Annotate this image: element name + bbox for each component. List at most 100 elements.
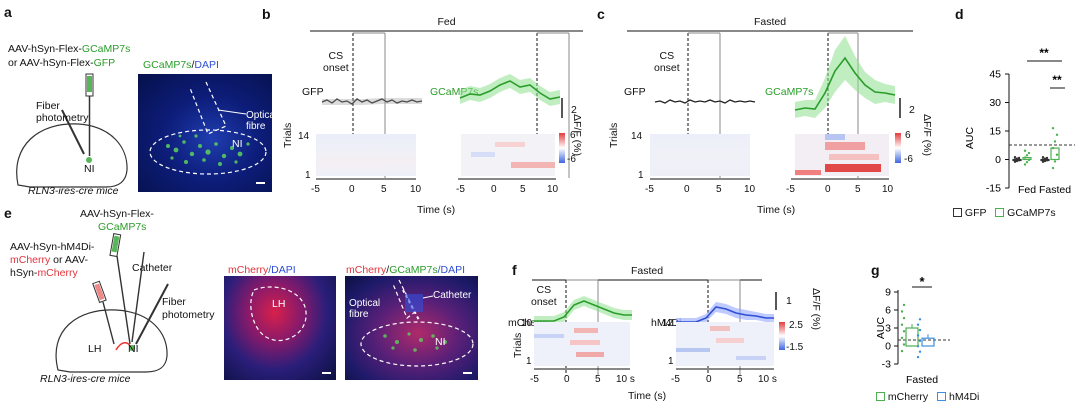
panel-c-xtick-l3: 10 — [744, 184, 756, 195]
chart-g-point-mcherry — [900, 310, 904, 313]
micro-a-title: GCaMP7s/DAPI — [143, 59, 219, 71]
panel-b-scale-bar — [561, 98, 563, 118]
panel-f-trial-bottom-right: 1 — [668, 356, 674, 367]
chart-g-point-mcherry — [902, 343, 906, 346]
panel-f-xtick-r0: -5 — [671, 374, 680, 385]
panel-label-b: b — [262, 6, 271, 22]
panel-f-xtick-r3: 10 s — [758, 374, 777, 385]
micro-e1-title: mCherry/DAPI — [228, 264, 296, 276]
panel-c-cs-onset: CS onset — [654, 50, 680, 74]
chart-g-point-hm4di — [918, 318, 922, 321]
chart-d-point-fed-gcamp7s — [1025, 160, 1029, 164]
mice-label-a: RLN3-ires-cre mice — [28, 185, 119, 197]
chart-g-point-mcherry — [900, 349, 904, 353]
panel-f-cbar-min: -1.5 — [786, 342, 804, 353]
chart-d-point-fasted-gcamp7s — [1055, 133, 1059, 136]
chart-g-point-mcherry — [902, 303, 906, 307]
chart-d-point-fasted-gfp — [1045, 156, 1049, 160]
chart-d-sig-top: ** — [1039, 46, 1049, 60]
micrograph-e1: LH — [224, 276, 336, 380]
panel-c-scale-value: 2 — [909, 104, 915, 116]
panel-label-g: g — [871, 262, 880, 278]
panel-b-xtick-r0: -5 — [456, 184, 465, 195]
brain-schematic-a — [16, 73, 128, 188]
legend-gcamp-swatch — [995, 208, 1005, 217]
panel-b-xtick-r1: 0 — [491, 184, 497, 195]
chart-d-point-fasted-gfp — [1045, 159, 1049, 162]
panel-b-gfp-label: GFP — [302, 86, 324, 98]
chart-d-point-fed-gfp — [1017, 159, 1021, 162]
legend-gfp-swatch — [953, 208, 962, 217]
chart-d-xcat-1: Fasted — [1039, 184, 1071, 196]
micro-e2-fibre-label: Optical fibre — [349, 298, 381, 320]
panel-f-xtick-l3: 10 s — [616, 374, 635, 385]
panel-f-xtick-r1: 0 — [706, 374, 712, 385]
panel-c-cbar-min: -6 — [904, 154, 913, 165]
micrograph-e2: Optical fibre Catheter NI — [345, 276, 478, 380]
chart-g-point-hm4di — [916, 355, 920, 359]
chart-d-legend: GFP GCaMP7s — [953, 207, 1056, 219]
chart-d-ytick-1: 30 — [989, 97, 1001, 109]
panel-b-cs-onset: CS onset — [323, 50, 349, 74]
chart-g-ytick-2: 3 — [885, 323, 891, 335]
panel-c-xtick-r1: 0 — [825, 184, 831, 195]
fiber-photometry-label-a: Fiber photometry — [36, 100, 89, 124]
micro-e2-ni-label: NI — [435, 336, 446, 348]
panel-c-trial-bottom: 1 — [638, 170, 644, 181]
chart-g-point-mcherry — [902, 330, 906, 333]
panel-label-f: f — [512, 262, 517, 278]
chart-d-point-fasted-gfp — [1041, 156, 1045, 159]
chart-g-ytick-1: 6 — [885, 305, 891, 317]
chart-d-point-fed-gcamp7s — [1027, 151, 1031, 155]
micro-e1-lh-label: LH — [272, 298, 286, 310]
panel-c-xtick-l2: 5 — [716, 184, 722, 195]
panel-f-xlabel: Time (s) — [628, 390, 667, 402]
panel-f-trials-label: Trials — [512, 332, 524, 358]
panel-b-xtick-l1: 0 — [349, 184, 355, 195]
panel-f-title: Fasted — [630, 265, 664, 277]
panel-label-e: e — [4, 205, 12, 221]
panel-label-d: d — [955, 6, 964, 22]
chart-g-point-hm4di — [916, 345, 920, 348]
panel-b-cbar-min: -6 — [567, 154, 576, 165]
chart-d-ytick-4: -15 — [986, 183, 1001, 195]
ni-label-a: NI — [84, 163, 95, 175]
ni-label-e: NI — [128, 343, 139, 355]
chart-g-ytick-3: 0 — [885, 341, 891, 353]
panel-b-trial-top: 14 — [298, 131, 310, 142]
panel-c-dff-unit: ΔF/F (%) — [921, 114, 933, 157]
panel-f-trial-top-left: 10 — [521, 318, 533, 329]
chart-d-sig-inner: ** — [1052, 73, 1062, 87]
micro-e2-title: mCherry/GCaMP7s/DAPI — [346, 264, 466, 276]
chart-d-point-fed-gfp — [1013, 158, 1017, 161]
panel-b-colorbar — [559, 133, 565, 163]
panel-f-xtick-l0: -5 — [530, 374, 539, 385]
panel-f-heatmap-mcherry — [534, 322, 630, 366]
chart-d-point-fed-gfp — [1015, 157, 1019, 160]
virus1-label-e: AAV-hSyn-Flex- GCaMP7s — [80, 208, 154, 233]
panel-c-xtick-l0: -5 — [645, 184, 654, 195]
panel-c-heatmap-gcamp — [795, 134, 889, 176]
chart-d-point-fed-gcamp7s — [1025, 154, 1029, 157]
panel-f-xtick-l2: 5 — [595, 374, 601, 385]
panel-b-title-line — [310, 30, 583, 32]
virus-label-line2: or AAV-hSyn-Flex-GFP — [8, 57, 116, 69]
chart-d-point-fasted-gfp — [1041, 160, 1045, 163]
panel-c-gcamp-label: GCaMP7s — [765, 86, 814, 98]
panel-c-scale-bar — [899, 98, 901, 118]
panel-c-title: Fasted — [753, 16, 787, 28]
chart-g: AUC 9 6 3 0 -3 * Fasted — [875, 274, 950, 386]
chart-g-point-mcherry — [900, 323, 904, 326]
legend-mcherry-swatch — [876, 392, 885, 401]
chart-d-point-fed-gcamp7s — [1023, 163, 1027, 166]
chart-d-point-fasted-gcamp7s — [1051, 146, 1055, 150]
chart-d-xcat-0: Fed — [1018, 184, 1036, 196]
chart-g-bar-hm4di — [921, 337, 935, 347]
legend-hm4di-swatch — [937, 392, 947, 401]
panel-b-xlabel: Time (s) — [417, 204, 456, 216]
chart-g-point-mcherry — [902, 316, 906, 320]
panel-c-trace-gcamp — [794, 36, 896, 118]
chart-g-point-hm4di — [918, 339, 922, 343]
